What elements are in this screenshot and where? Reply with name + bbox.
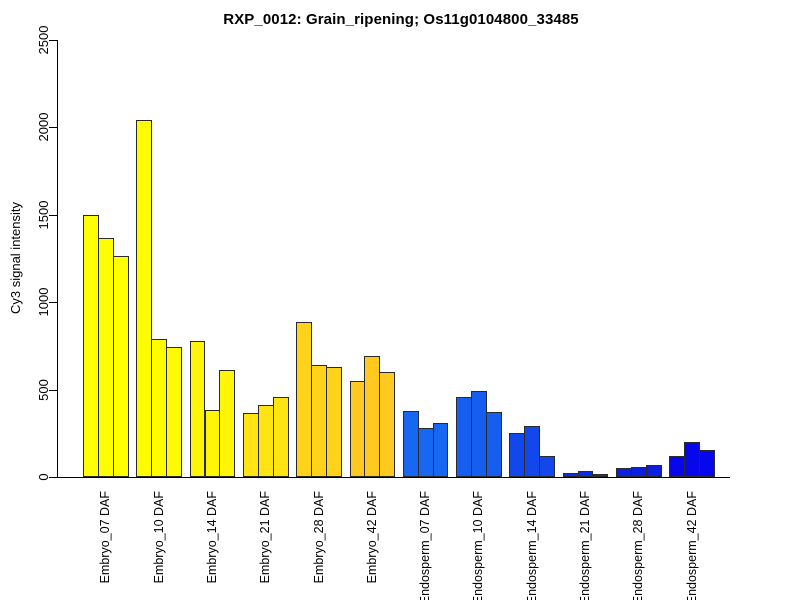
bar — [417, 427, 434, 477]
bar — [151, 338, 168, 477]
y-tick-mark — [49, 302, 57, 304]
bar — [83, 214, 99, 477]
bar — [136, 120, 153, 477]
bar — [311, 365, 327, 477]
x-category-label: Embryo_07 DAF — [98, 491, 113, 584]
y-tick-label: 2000 — [36, 112, 51, 142]
bar — [379, 371, 396, 477]
bar — [485, 411, 502, 477]
y-tick-mark — [49, 214, 57, 216]
bar — [699, 449, 715, 477]
bar — [577, 470, 594, 477]
bar — [616, 468, 632, 477]
bar — [684, 442, 701, 477]
x-category-label: Embryo_21 DAF — [258, 491, 273, 584]
bar — [524, 425, 541, 477]
bar — [219, 370, 236, 477]
bar — [592, 473, 609, 477]
bar — [456, 396, 472, 477]
bar — [166, 346, 182, 477]
bar — [97, 237, 114, 477]
bar — [471, 390, 487, 477]
bar — [562, 472, 579, 477]
y-tick-label: 1000 — [36, 287, 51, 317]
bar — [402, 410, 419, 477]
bar — [272, 396, 289, 477]
y-tick-mark — [49, 477, 57, 478]
bar — [189, 340, 206, 477]
bar — [242, 413, 259, 477]
y-tick-mark — [49, 127, 57, 129]
y-axis-line — [57, 40, 58, 478]
y-tick-label: 0 — [36, 473, 51, 481]
x-category-label: Embryo_14 DAF — [204, 491, 219, 584]
chart-title: RXP_0012: Grain_ripening; Os11g0104800_3… — [223, 11, 579, 28]
bar — [539, 456, 556, 477]
bar — [349, 380, 366, 477]
x-category-label: Endosperm_28 DAF — [631, 491, 646, 600]
x-category-label: Embryo_28 DAF — [311, 491, 326, 584]
x-category-label: Endosperm_21 DAF — [578, 491, 593, 600]
bar — [204, 410, 221, 477]
y-tick-label: 500 — [36, 378, 51, 401]
x-category-label: Embryo_10 DAF — [151, 491, 166, 584]
x-category-label: Endosperm_10 DAF — [471, 491, 486, 600]
bar — [257, 404, 274, 477]
bar — [432, 422, 449, 477]
x-category-label: Endosperm_42 DAF — [684, 491, 699, 600]
x-category-label: Endosperm_07 DAF — [418, 491, 433, 600]
y-tick-mark — [49, 389, 57, 391]
y-tick-label: 1500 — [36, 200, 51, 230]
x-axis-line — [57, 477, 730, 478]
bar — [112, 255, 129, 477]
x-category-label: Endosperm_14 DAF — [524, 491, 539, 600]
bar — [509, 433, 526, 477]
bar — [645, 465, 662, 477]
y-tick-mark — [49, 40, 57, 41]
bar — [296, 322, 313, 477]
x-category-label: Embryo_42 DAF — [364, 491, 379, 584]
bar — [669, 456, 686, 477]
y-tick-label: 2500 — [36, 25, 51, 55]
bar — [326, 366, 342, 477]
bar — [364, 355, 381, 477]
bar — [630, 467, 647, 477]
